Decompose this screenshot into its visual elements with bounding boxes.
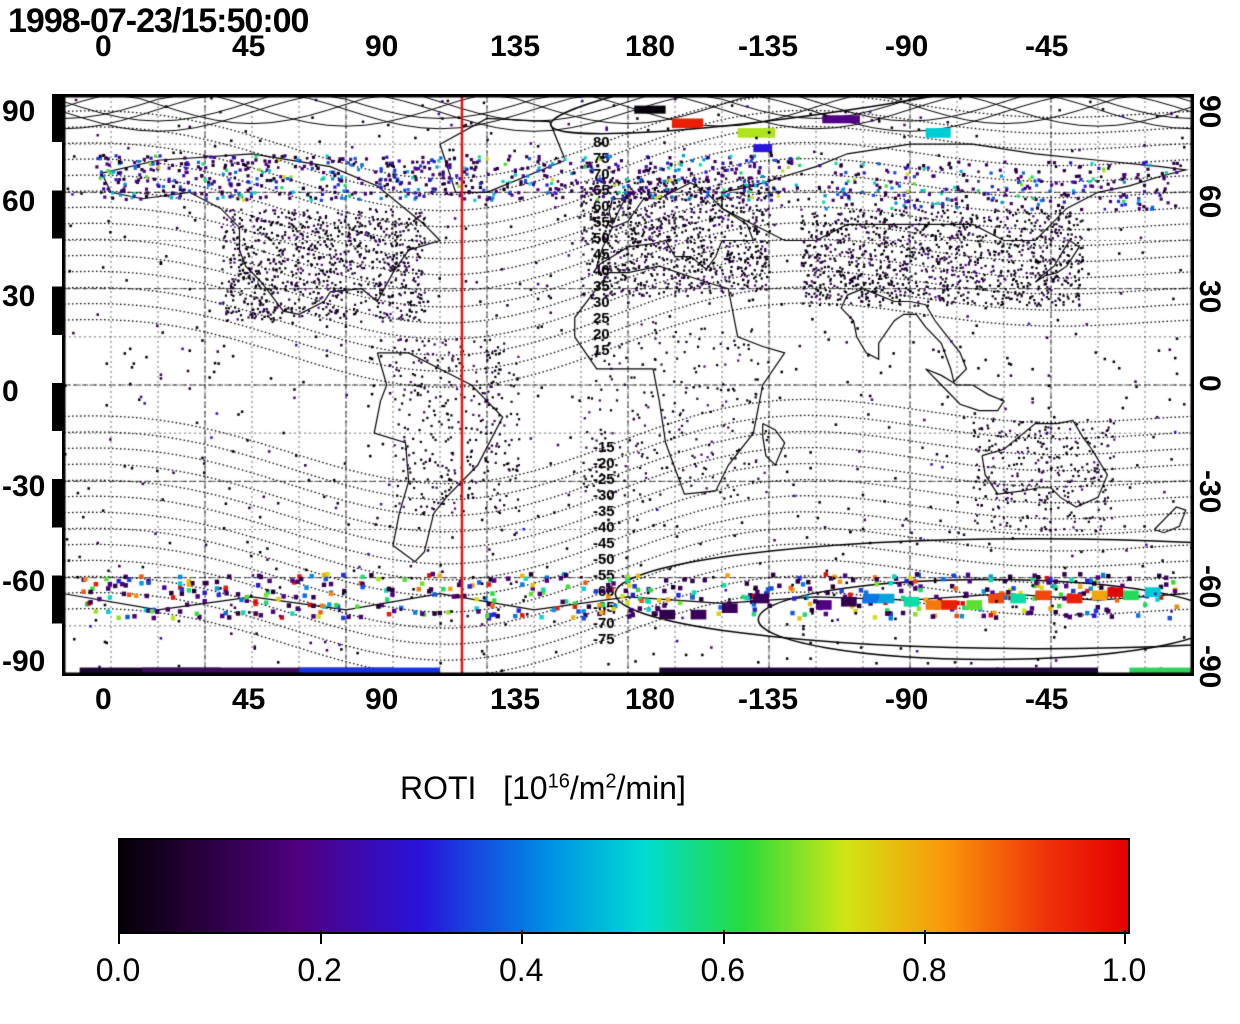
cb-tick-4: 0.8 [902, 952, 946, 989]
right-axis-label-6: -90 [1192, 645, 1226, 688]
right-axis-label-4: -30 [1192, 470, 1226, 513]
left-axis-label-4: -30 [2, 470, 45, 504]
bottom-axis-label-3: 135 [490, 683, 540, 717]
top-axis-label-3: 135 [490, 30, 540, 64]
left-checker-border [52, 94, 62, 672]
top-axis-label-6: -90 [885, 30, 928, 64]
left-axis-label-1: 60 [2, 185, 35, 219]
top-axis-label-1: 45 [232, 30, 265, 64]
left-axis-label-3: 0 [2, 375, 19, 409]
colorbar-ticks [118, 930, 1126, 944]
root-container: 1998-07-23/15:50:00 0 45 90 135 180 -135… [0, 0, 1240, 1024]
cb-tick-3: 0.6 [701, 952, 745, 989]
cb-tick-0: 0.0 [96, 952, 140, 989]
bottom-axis-label-0: 0 [95, 683, 112, 717]
left-axis-label-6: -90 [2, 645, 45, 679]
colorbar-units: [1016/m2/min] [503, 770, 686, 806]
bottom-axis-label-7: -45 [1025, 683, 1068, 717]
world-map-canvas [62, 94, 1194, 676]
right-axis-label-1: 60 [1192, 185, 1226, 218]
top-axis-label-0: 0 [95, 30, 112, 64]
left-axis-label-2: 30 [2, 280, 35, 314]
left-axis-label-5: -60 [2, 565, 45, 599]
colorbar-title: ROTI [1016/m2/min] [400, 770, 686, 807]
right-axis-label-0: 90 [1192, 95, 1226, 128]
cb-tick-1: 0.2 [297, 952, 341, 989]
top-axis-label-5: -135 [738, 30, 798, 64]
bottom-axis-label-1: 45 [232, 683, 265, 717]
right-axis-label-5: -60 [1192, 565, 1226, 608]
top-axis-label-2: 90 [365, 30, 398, 64]
cb-tick-2: 0.4 [499, 952, 543, 989]
top-axis-label-4: 180 [625, 30, 675, 64]
top-axis-label-7: -45 [1025, 30, 1068, 64]
colorbar-num-labels: 0.0 0.2 0.4 0.6 0.8 1.0 [0, 952, 1240, 1002]
left-axis-label-0: 90 [2, 95, 35, 129]
colorbar-gradient [118, 838, 1130, 934]
bottom-axis-label-5: -135 [738, 683, 798, 717]
bottom-axis-label-4: 180 [625, 683, 675, 717]
colorbar-section: ROTI [1016/m2/min] 0.0 0.2 0.4 0.6 0.8 1… [0, 760, 1240, 1024]
bottom-axis-label-2: 90 [365, 683, 398, 717]
right-axis-label-3: 0 [1192, 375, 1226, 392]
cb-tick-5: 1.0 [1102, 952, 1146, 989]
right-axis-label-2: 30 [1192, 280, 1226, 313]
bottom-axis-label-6: -90 [885, 683, 928, 717]
